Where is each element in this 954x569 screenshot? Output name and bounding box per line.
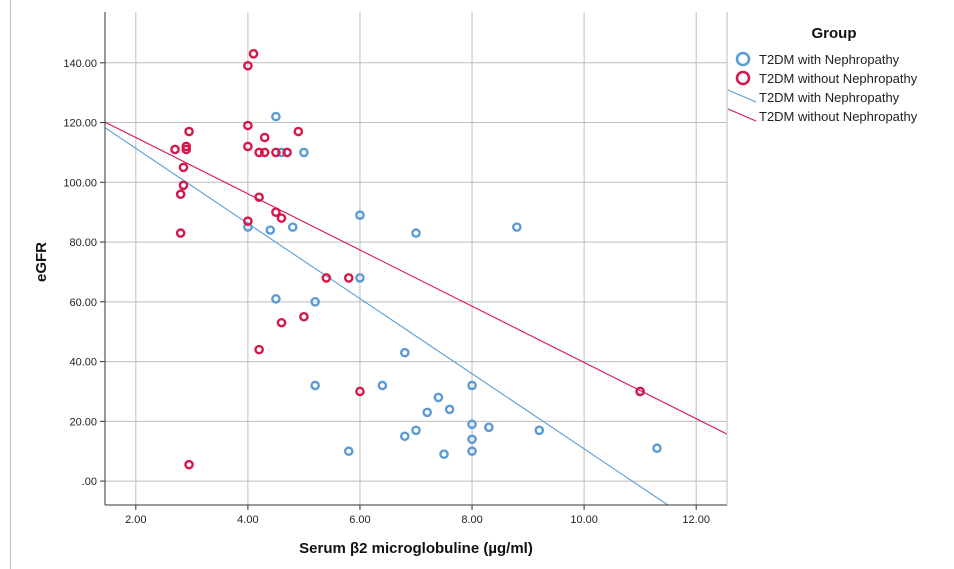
point-without-17 (282, 147, 292, 158)
fit-line-with-nephropathy (105, 127, 669, 505)
point-without-6 (181, 144, 192, 155)
plot-area (105, 12, 727, 505)
point-with-17 (411, 425, 421, 436)
y-tick-label-0: .00 (82, 476, 97, 488)
x-tick-label-5: 12.00 (682, 514, 710, 526)
point-with-9 (310, 380, 320, 391)
point-without-20 (271, 207, 281, 217)
point-without-22 (243, 216, 253, 226)
point-with-21 (444, 404, 455, 415)
point-without-18 (293, 126, 304, 137)
legend-line-2 (727, 89, 757, 103)
legend-label-3: T2DM without Nephropathy (759, 109, 918, 124)
point-without-0 (170, 144, 180, 155)
point-without-1 (175, 189, 186, 200)
point-without-14 (259, 147, 270, 158)
point-with-28 (534, 425, 545, 436)
point-without-29 (635, 386, 645, 397)
legend-label-2: T2DM with Nephropathy (759, 90, 900, 105)
y-axis-title: eGFR (33, 242, 50, 282)
point-without-21 (276, 213, 287, 223)
plot-frame (104, 12, 728, 506)
y-tick-label-7: 140.00 (63, 58, 97, 70)
legend-line-3 (727, 108, 757, 122)
point-with-14 (399, 347, 410, 358)
point-with-20 (439, 449, 449, 460)
point-with-19 (433, 392, 444, 403)
point-with-5 (287, 222, 298, 232)
point-with-30 (652, 443, 662, 454)
x-tick-label-2: 6.00 (349, 514, 370, 526)
x-tick-label-3: 8.00 (461, 514, 482, 526)
point-without-15 (259, 132, 270, 143)
point-with-4 (276, 147, 287, 158)
point-without-2 (175, 228, 186, 238)
point-with-27 (512, 222, 522, 232)
point-without-9 (243, 60, 253, 71)
legend-label-0: T2DM with Nephropathy (759, 52, 900, 67)
y-tick-label-4: 80.00 (69, 237, 97, 249)
fit-lines (105, 121, 727, 505)
point-with-8 (310, 297, 320, 307)
point-with-16 (411, 228, 421, 238)
point-with-2 (265, 225, 276, 235)
legend: Group T2DM with Nephropathy T2DM without … (727, 25, 918, 124)
point-without-8 (184, 459, 194, 470)
y-tick-label-5: 100.00 (63, 177, 97, 189)
point-without-7 (184, 126, 194, 137)
point-without-3 (178, 162, 189, 173)
point-with-13 (377, 380, 388, 391)
point-without-12 (243, 141, 253, 152)
point-with-12 (355, 273, 365, 283)
point-with-22 (467, 380, 477, 391)
y-tick-label-6: 120.00 (63, 118, 97, 130)
point-without-13 (254, 147, 264, 158)
point-with-1 (243, 222, 253, 232)
y-axis-ticks: .00 20.00 40.00 60.00 80.00 100.00 120.00 140.0… (63, 58, 105, 488)
fit-line-without-nephropathy (105, 121, 727, 435)
point-with-26 (484, 422, 494, 433)
point-without-19 (254, 192, 264, 203)
point-without-24 (343, 273, 354, 283)
x-tick-label-0: 2.00 (125, 514, 146, 526)
point-without-27 (254, 344, 264, 355)
x-tick-label-4: 10.00 (570, 514, 598, 526)
plot-background (105, 12, 727, 505)
point-with-18 (422, 407, 433, 418)
legend-label-1: T2DM without Nephropathy (759, 71, 918, 86)
point-with-10 (343, 446, 354, 457)
point-with-23 (467, 419, 477, 430)
legend-marker-0 (735, 51, 751, 67)
data-points (170, 49, 662, 470)
point-without-28 (355, 386, 365, 397)
gridlines (105, 12, 727, 505)
y-tick-label-3: 60.00 (69, 297, 97, 309)
y-tick-label-1: 20.00 (69, 416, 97, 428)
x-axis-title: Serum β2 microglobuline (µg/ml) (299, 540, 533, 557)
point-with-24 (467, 434, 477, 445)
point-without-23 (321, 273, 332, 283)
point-with-11 (355, 210, 365, 220)
point-without-25 (276, 317, 287, 328)
point-with-3 (271, 111, 281, 122)
point-without-4 (178, 180, 189, 191)
x-axis-ticks: 2.00 4.00 6.00 8.00 10.00 12.00 (125, 505, 710, 526)
legend-marker-1 (735, 70, 751, 86)
point-without-11 (243, 120, 253, 131)
point-with-15 (399, 431, 410, 442)
point-without-26 (299, 311, 309, 322)
x-tick-label-1: 4.00 (237, 514, 258, 526)
point-without-10 (248, 49, 259, 59)
point-without-16 (271, 147, 281, 158)
point-with-25 (467, 446, 477, 457)
point-with-7 (271, 294, 281, 304)
legend-title: Group (812, 25, 857, 42)
point-with-6 (299, 147, 309, 158)
y-tick-label-2: 40.00 (69, 357, 97, 369)
